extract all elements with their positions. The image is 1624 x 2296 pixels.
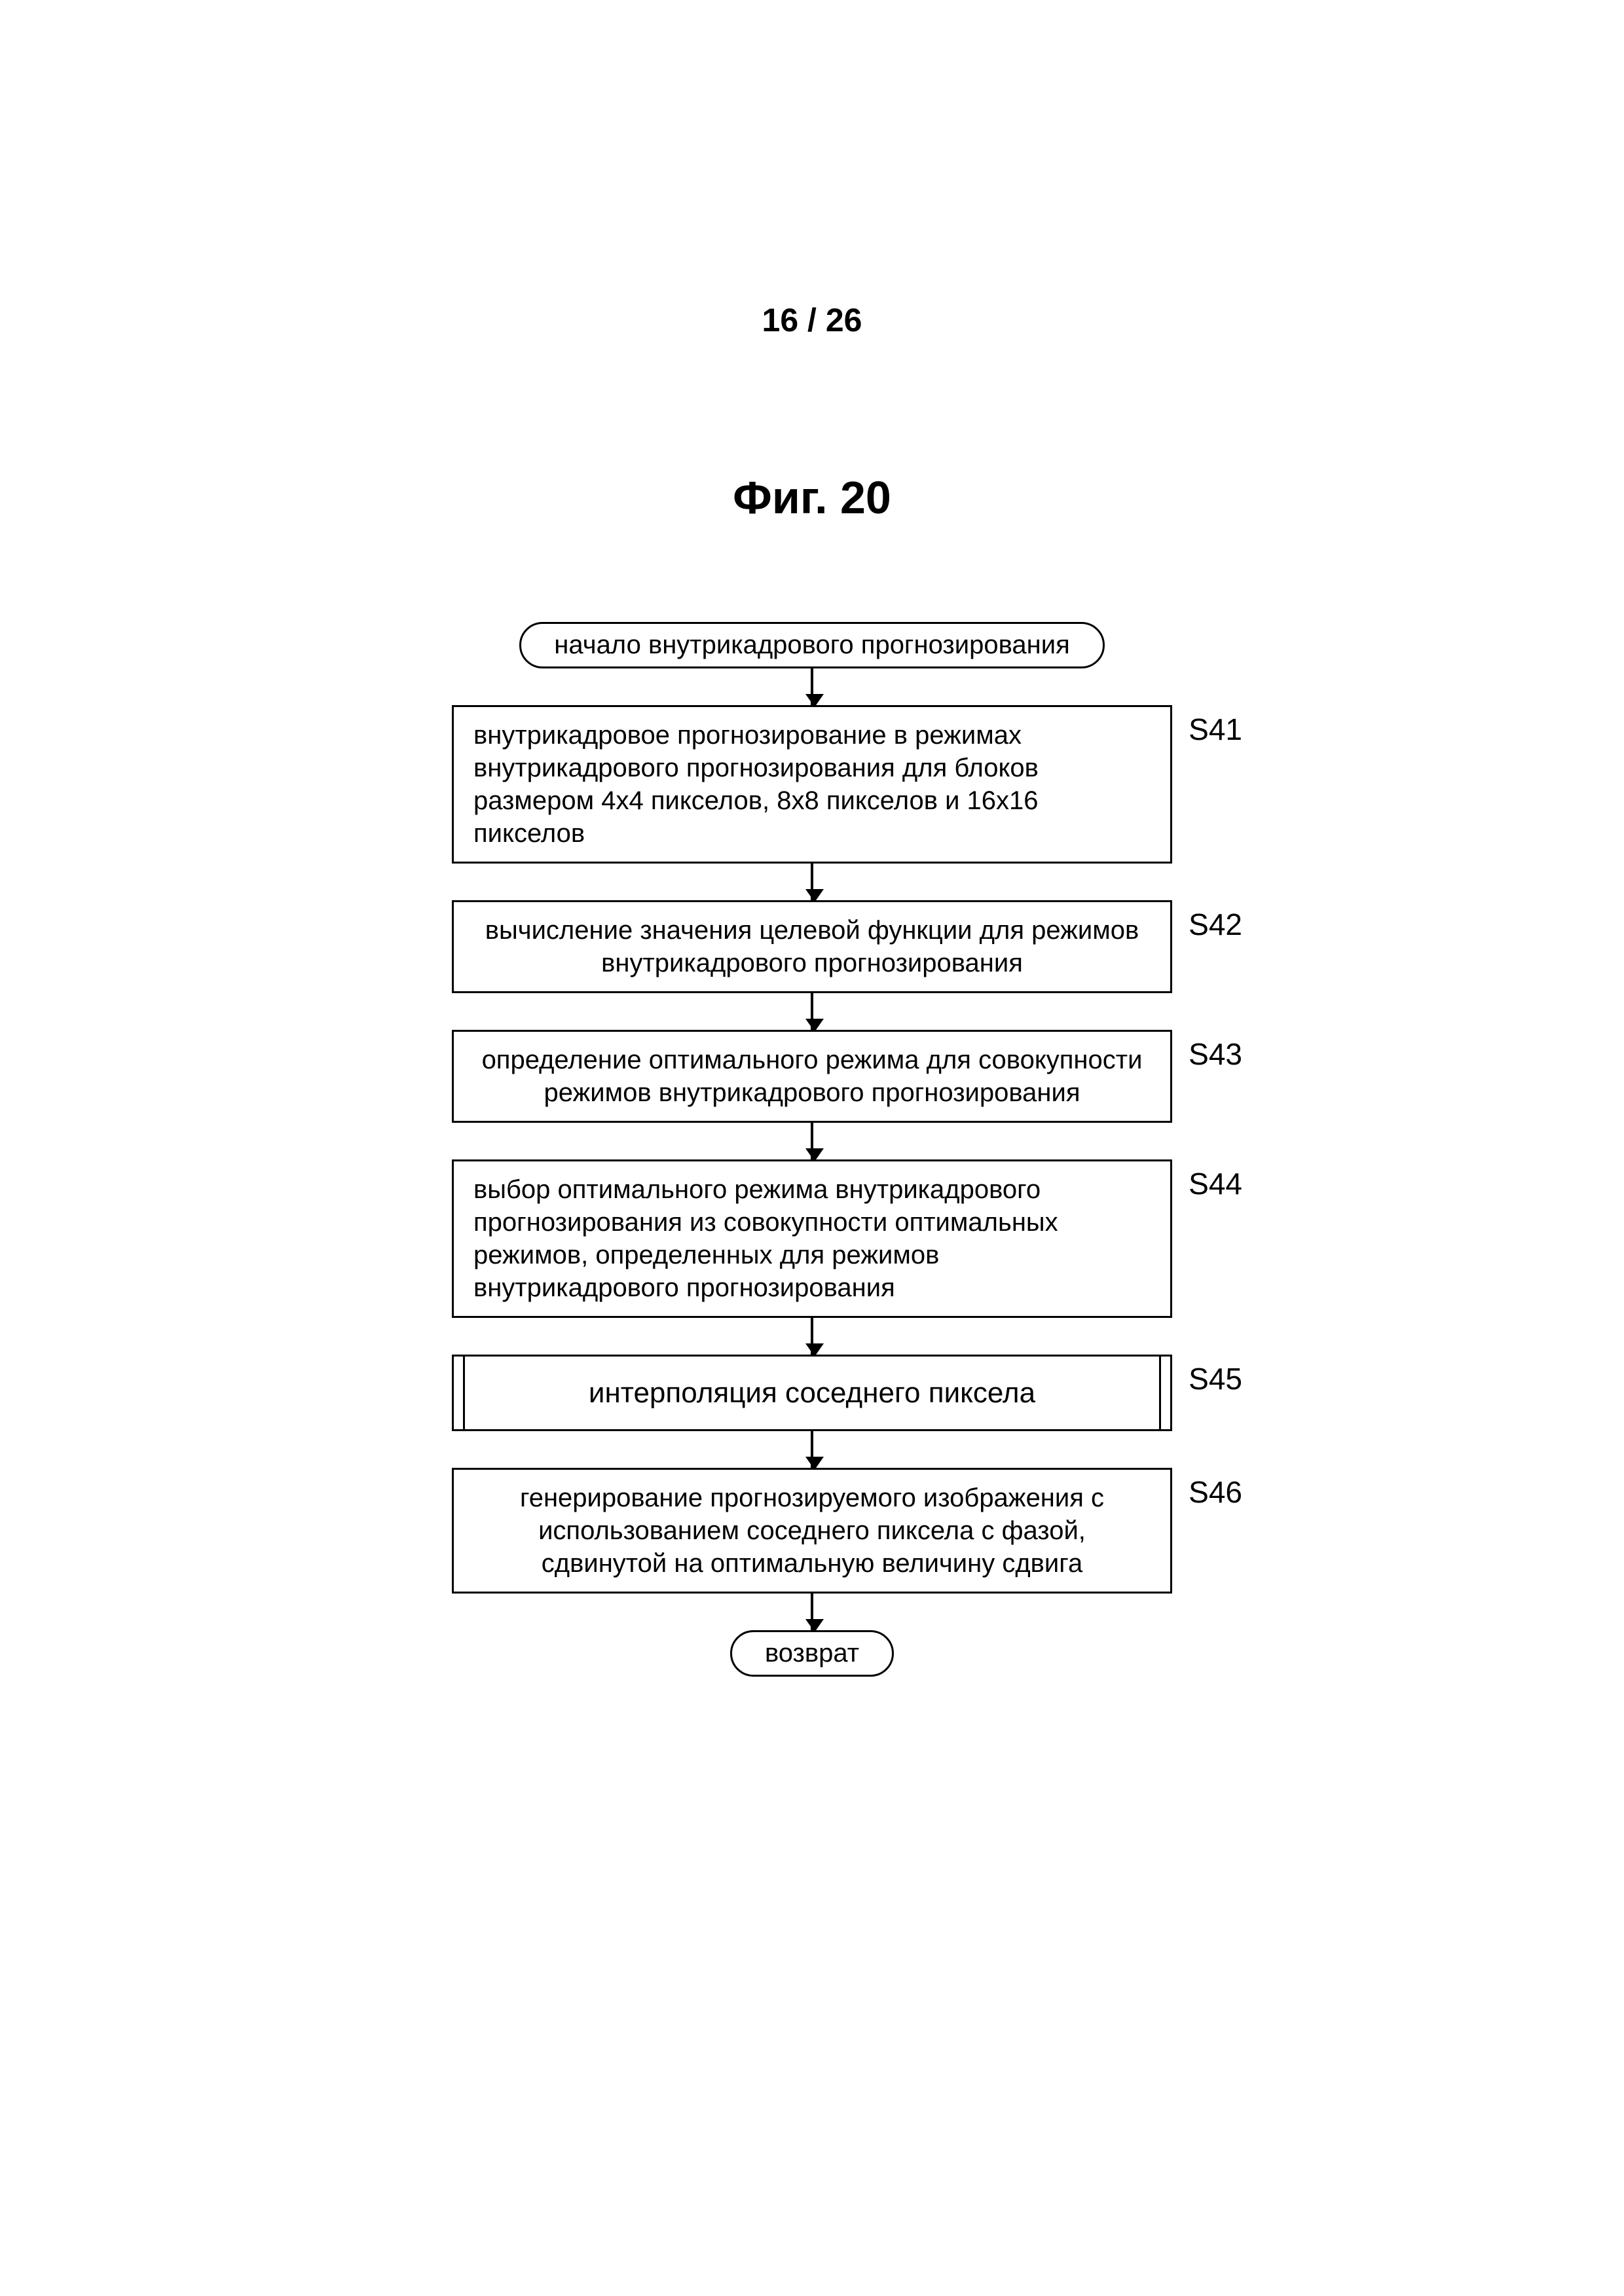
page-number: 16 / 26	[0, 301, 1624, 339]
process-s41: внутрикадровое прогнозирование в режимах…	[452, 705, 1172, 864]
step-label: S44	[1189, 1165, 1242, 1203]
process-text: внутрикадровое прогнозирование в режимах…	[473, 721, 1039, 848]
step-label: S45	[1189, 1360, 1242, 1398]
process-s46: генерирование прогнозируемого изображени…	[452, 1468, 1172, 1594]
process-text: выбор оптимального режима внутрикадровог…	[473, 1175, 1058, 1302]
subroutine-s45: интерполяция соседнего пиксела S45	[452, 1355, 1172, 1431]
arrow-icon	[811, 1123, 813, 1159]
step-label: S41	[1189, 711, 1242, 749]
figure-title: Фиг. 20	[0, 471, 1624, 524]
process-text: генерирование прогнозируемого изображени…	[520, 1484, 1104, 1578]
arrow-icon	[811, 864, 813, 900]
arrow-icon	[811, 1431, 813, 1468]
process-s43: определение оптимального режима для сово…	[452, 1030, 1172, 1123]
step-label: S42	[1189, 906, 1242, 944]
process-s42: вычисление значения целевой функции для …	[452, 900, 1172, 993]
arrow-icon	[811, 993, 813, 1030]
flowchart: начало внутрикадрового прогнозирования в…	[367, 622, 1257, 1677]
arrow-icon	[811, 668, 813, 705]
process-text: определение оптимального режима для сово…	[482, 1046, 1143, 1107]
step-label: S43	[1189, 1036, 1242, 1074]
terminator-end: возврат	[730, 1630, 894, 1677]
arrow-icon	[811, 1594, 813, 1630]
step-label: S46	[1189, 1474, 1242, 1512]
process-text: интерполяция соседнего пиксела	[589, 1377, 1035, 1409]
terminator-start: начало внутрикадрового прогнозирования	[519, 622, 1104, 668]
process-s44: выбор оптимального режима внутрикадровог…	[452, 1159, 1172, 1318]
process-text: вычисление значения целевой функции для …	[485, 916, 1139, 977]
page: 16 / 26 Фиг. 20 начало внутрикадрового п…	[0, 0, 1624, 2296]
arrow-icon	[811, 1318, 813, 1355]
